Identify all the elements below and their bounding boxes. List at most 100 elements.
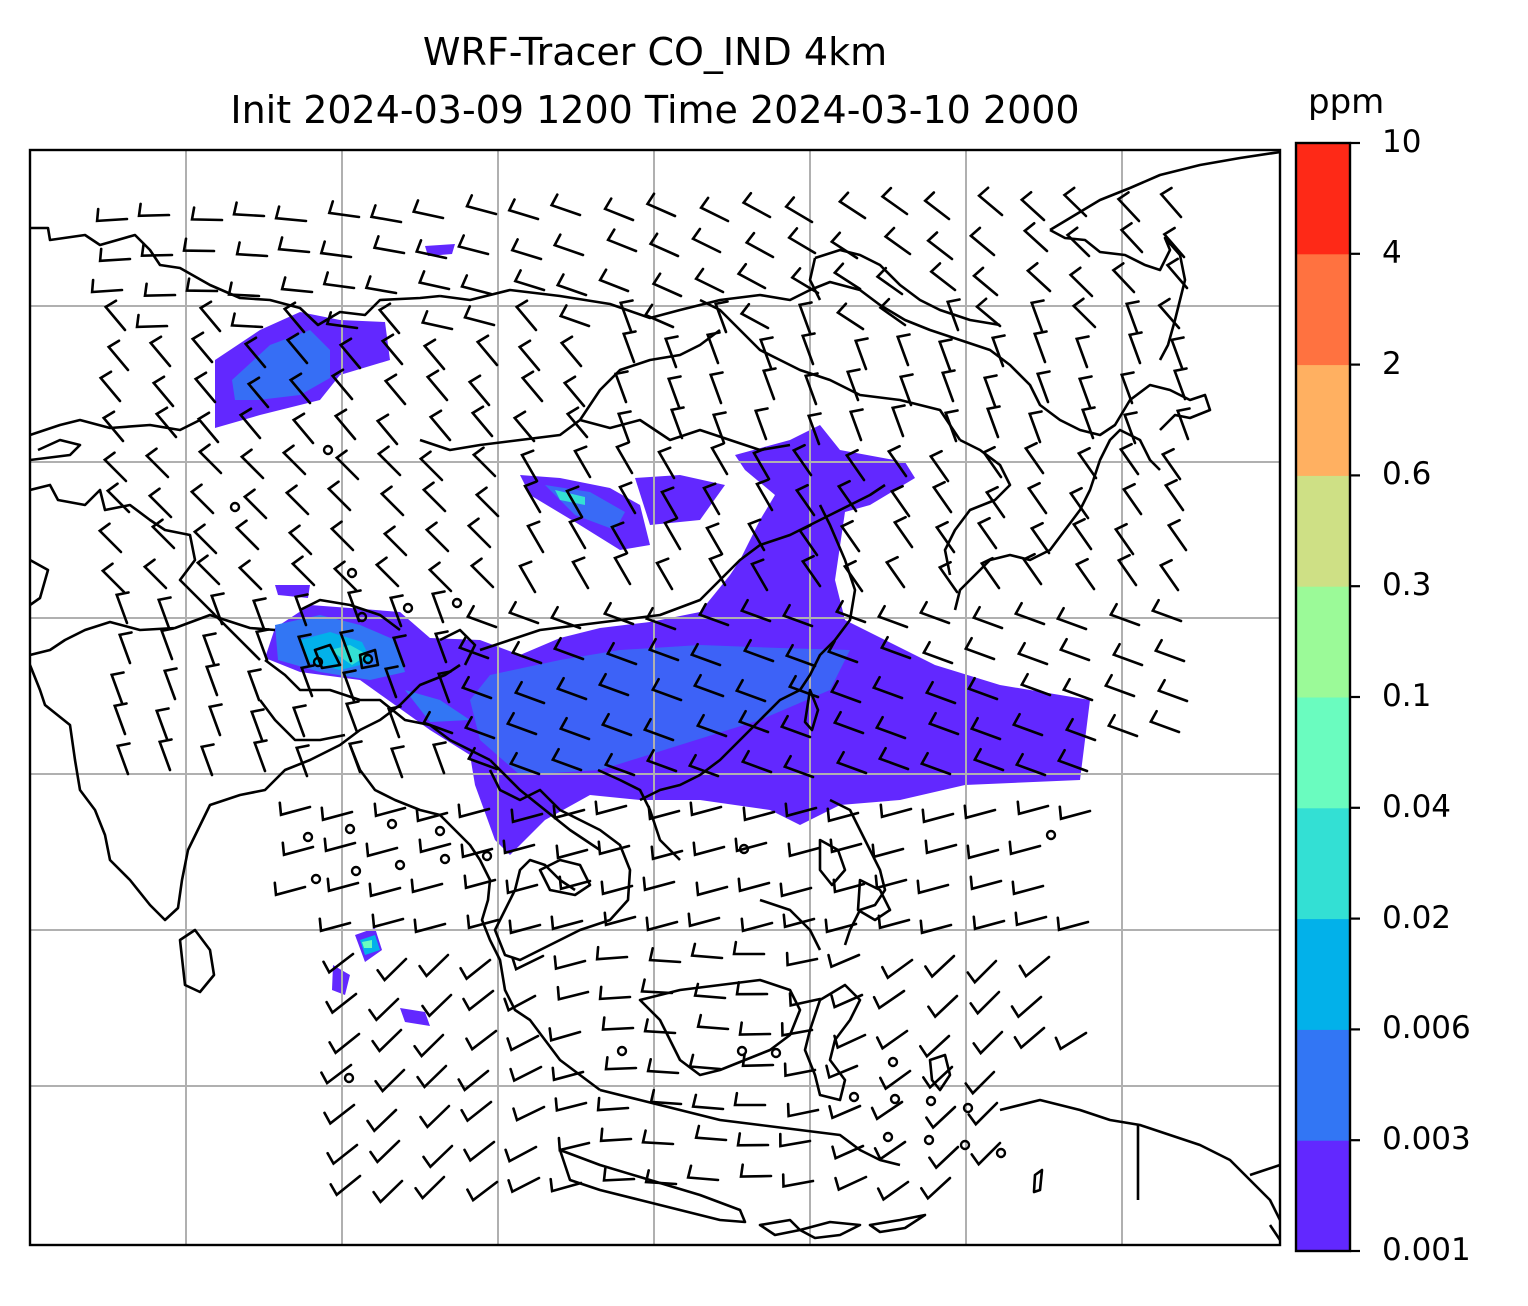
- colorbar-segment: [1296, 1029, 1350, 1141]
- colorbar-tick-label: 10: [1382, 124, 1422, 160]
- plume-lowest: [400, 1008, 430, 1026]
- wind-barb: [687, 753, 720, 778]
- wind-barb: [466, 914, 500, 930]
- wind-barb: [510, 808, 544, 824]
- wind-barb: [414, 1175, 446, 1200]
- wind-barb: [507, 1176, 541, 1194]
- wind-barb: [411, 199, 445, 220]
- map-border: [28, 148, 1282, 1247]
- wind-barb: [507, 198, 540, 221]
- wind-barb: [239, 448, 265, 480]
- wind-barb: [457, 234, 490, 256]
- wind-barb: [919, 919, 953, 935]
- wind-barb: [347, 740, 363, 774]
- wind-barb: [463, 1140, 496, 1163]
- wind-barb: [1127, 331, 1143, 365]
- wind-barb: [504, 1145, 538, 1163]
- wind-barb: [246, 376, 270, 409]
- calm-marker: [229, 501, 241, 513]
- wind-barb: [112, 702, 128, 736]
- wind-barb: [747, 518, 766, 552]
- wind-barb: [1121, 482, 1143, 516]
- wind-barb: [972, 266, 999, 297]
- wind-barb: [237, 559, 263, 591]
- wind-barb: [565, 485, 584, 519]
- wind-barb: [251, 597, 267, 631]
- wind-barb: [549, 1177, 583, 1193]
- wind-barb: [463, 874, 497, 890]
- wind-barb: [377, 302, 401, 335]
- wind-barb: [834, 1175, 868, 1192]
- calm-marker: [439, 853, 451, 865]
- wind-barb: [741, 191, 772, 219]
- coastline: [30, 483, 216, 616]
- wind-barb: [929, 262, 957, 292]
- wind-barb: [829, 679, 862, 704]
- wind-barb: [374, 1068, 406, 1093]
- wind-barb: [875, 266, 904, 296]
- wind-barb: [977, 186, 1004, 217]
- wind-barb: [779, 882, 813, 898]
- wind-barb: [328, 1032, 361, 1055]
- colorbar-segment: [1296, 918, 1350, 1030]
- wind-barb: [474, 486, 500, 518]
- wind-barb: [463, 305, 496, 327]
- wind-barb: [383, 665, 399, 699]
- wind-barb: [1010, 995, 1043, 1019]
- calm-marker: [736, 1045, 748, 1057]
- wind-barb: [293, 593, 309, 627]
- graticule-lines: [30, 150, 1280, 1245]
- calm-marker: [889, 1093, 901, 1105]
- wind-barb: [708, 371, 724, 405]
- wind-barb: [839, 519, 861, 553]
- wind-barb: [151, 375, 175, 408]
- coastline: [264, 658, 491, 762]
- coastline: [258, 699, 346, 742]
- wind-barb: [970, 1141, 1002, 1167]
- colorbar-segment: [1296, 143, 1350, 255]
- wind-barb: [825, 1064, 859, 1080]
- wind-barb: [517, 339, 541, 372]
- wind-barb: [368, 882, 402, 898]
- wind-barb: [824, 918, 858, 934]
- wind-barb: [299, 664, 315, 698]
- wind-barb: [1008, 840, 1042, 856]
- wind-barb: [196, 411, 220, 444]
- wind-barb: [647, 805, 681, 821]
- wind-barb: [144, 447, 170, 479]
- wind-barb: [1014, 911, 1048, 927]
- wind-barb: [691, 1093, 725, 1111]
- calm-marker: [616, 1045, 628, 1057]
- wind-barb: [884, 555, 906, 589]
- wind-barb: [365, 842, 399, 858]
- wind-barb: [117, 631, 133, 665]
- wind-barb: [928, 1145, 960, 1170]
- wind-barb: [1035, 370, 1051, 404]
- colorbar-tick-label: 2: [1382, 345, 1402, 382]
- wind-barb: [318, 917, 352, 933]
- coastline: [829, 798, 887, 946]
- wind-barb: [1011, 712, 1044, 737]
- wind-barb: [697, 602, 730, 627]
- wind-barb: [553, 955, 587, 971]
- wind-barb: [508, 919, 542, 935]
- wind-barb: [1013, 601, 1046, 626]
- wind-barb: [691, 227, 722, 254]
- wind-barb: [733, 1091, 767, 1107]
- coastline: [599, 1088, 901, 1167]
- wind-barb: [100, 562, 126, 594]
- wind-barb: [1058, 805, 1092, 821]
- wind-barb: [600, 880, 634, 896]
- wind-barb: [555, 676, 588, 701]
- wind-barb: [692, 673, 725, 698]
- wind-barb: [806, 412, 822, 446]
- wind-barb: [927, 711, 960, 736]
- wind-barb: [1056, 916, 1090, 932]
- wind-barb: [613, 552, 632, 586]
- wind-barb: [705, 522, 724, 556]
- wind-barb: [750, 558, 769, 592]
- wind-barb: [154, 707, 170, 741]
- colorbar-tick-label: 0.006: [1382, 1010, 1471, 1047]
- wind-barb: [883, 226, 912, 256]
- wind-barb: [926, 231, 954, 261]
